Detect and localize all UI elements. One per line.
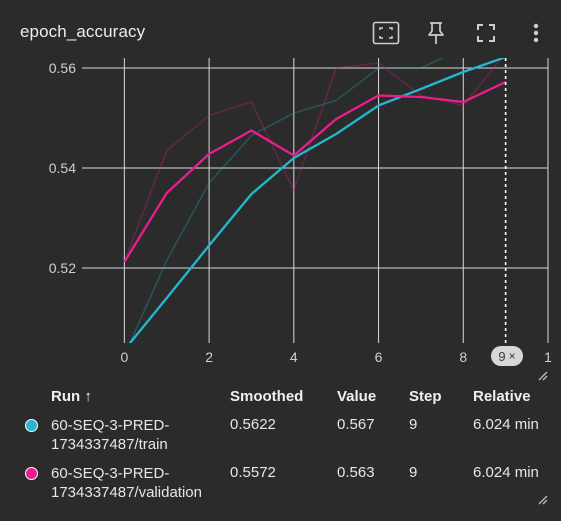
close-icon[interactable]: ×: [508, 349, 516, 363]
smoothed-series-line: [128, 58, 507, 343]
more-vert-icon: [533, 23, 539, 43]
run-color-dot[interactable]: [25, 467, 38, 480]
raw-value: 0.567: [337, 416, 375, 433]
header-value[interactable]: Value: [337, 388, 377, 405]
header-smoothed[interactable]: Smoothed: [230, 388, 304, 405]
fullscreen-button[interactable]: [469, 16, 503, 50]
raw-series-line: [123, 58, 503, 263]
x-tick-label: 4: [290, 349, 298, 365]
card-toolbar: [369, 16, 553, 50]
run-name-line1: 60-SEQ-3-PRED-: [51, 465, 170, 482]
x-tick-label: 0: [120, 349, 128, 365]
table-header: Run ↑ Smoothed Value Step Relative: [0, 388, 561, 408]
run-color-dot[interactable]: [25, 419, 38, 432]
y-tick-label: 0.54: [49, 160, 76, 176]
x-tick-label: 1: [544, 349, 552, 365]
step-badge-value: 9: [498, 348, 506, 364]
resize-handle-icon[interactable]: [538, 371, 548, 381]
x-tick-label: 2: [205, 349, 213, 365]
header-relative[interactable]: Relative: [473, 388, 531, 405]
fit-domain-button[interactable]: [369, 16, 403, 50]
raw-value: 0.563: [337, 464, 375, 481]
smoothed-value: 0.5572: [230, 464, 276, 481]
fit-domain-icon: [372, 21, 400, 45]
x-tick-label: 8: [459, 349, 467, 365]
more-options-button[interactable]: [519, 16, 553, 50]
step-value: 9: [409, 416, 418, 433]
fullscreen-icon: [476, 23, 496, 43]
run-name-line2: 1734337487/validation: [51, 484, 202, 501]
raw-series-line: [129, 58, 444, 343]
y-tick-label: 0.56: [49, 60, 76, 76]
pin-button[interactable]: [419, 16, 453, 50]
step-badge[interactable]: 9 ×: [491, 346, 523, 366]
table-row: 60-SEQ-3-PRED- 1734337487/train 0.5622 0…: [0, 416, 561, 456]
card-title: epoch_accuracy: [20, 22, 146, 41]
run-name: 60-SEQ-3-PRED- 1734337487/validation: [51, 464, 202, 502]
header-run[interactable]: Run ↑: [51, 388, 92, 405]
x-tick-label: 6: [375, 349, 383, 365]
pin-icon: [426, 21, 446, 45]
resize-handle-icon[interactable]: [538, 495, 548, 505]
run-name-line1: 60-SEQ-3-PRED-: [51, 417, 170, 434]
run-name: 60-SEQ-3-PRED- 1734337487/train: [51, 416, 169, 454]
smoothed-value: 0.5622: [230, 416, 276, 433]
header-step[interactable]: Step: [409, 388, 442, 405]
relative-value: 6.024 min: [473, 464, 539, 481]
line-chart[interactable]: 0 2 4 6 8 1 0.56 0.54 0.52: [0, 58, 561, 378]
relative-value: 6.024 min: [473, 416, 539, 433]
table-row: 60-SEQ-3-PRED- 1734337487/validation 0.5…: [0, 464, 561, 504]
run-name-line2: 1734337487/train: [51, 436, 168, 453]
smoothed-series-line: [123, 80, 507, 263]
step-value: 9: [409, 464, 418, 481]
y-tick-label: 0.52: [49, 260, 76, 276]
